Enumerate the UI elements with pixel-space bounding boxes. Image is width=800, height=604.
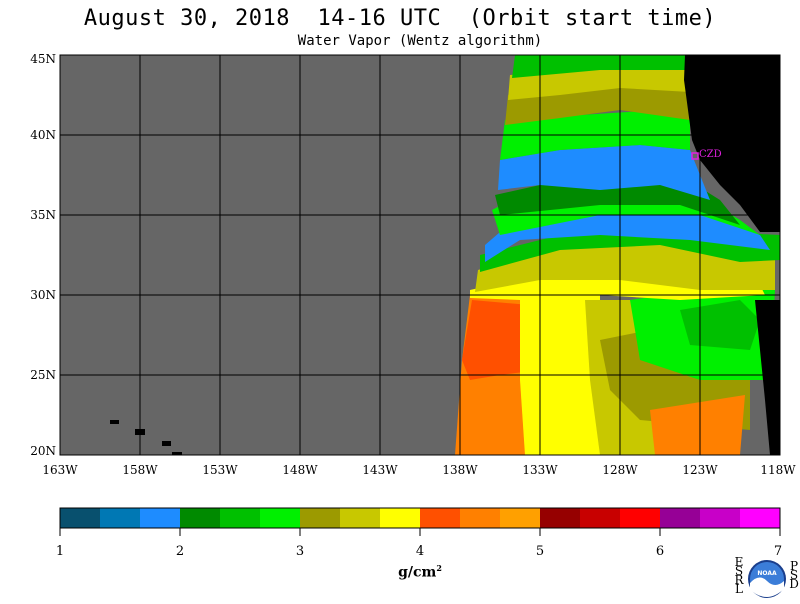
lat-label: 25N	[30, 368, 56, 382]
colorbar-segment	[340, 508, 381, 528]
swath-green-top	[512, 55, 690, 78]
colorbar-segment	[460, 508, 501, 528]
lat-label: 35N	[30, 208, 56, 222]
colorbar-segment	[220, 508, 261, 528]
colorbar-segment	[60, 508, 101, 528]
colorbar-segment	[140, 508, 181, 528]
lon-label: 128W	[602, 463, 638, 477]
svg-text:S: S	[735, 564, 743, 578]
colorbar-segment	[540, 508, 581, 528]
svg-text:S: S	[790, 568, 798, 582]
svg-text:R: R	[734, 573, 744, 587]
colorbar-segment	[260, 508, 301, 528]
colorbar-tick-label: 6	[656, 544, 664, 559]
colorbar-segment	[500, 508, 541, 528]
colorbar-tick-label: 1	[56, 544, 64, 559]
svg-text:P: P	[790, 559, 798, 573]
colorbar-segment	[420, 508, 461, 528]
lon-label: 143W	[362, 463, 398, 477]
lon-label: 153W	[202, 463, 238, 477]
lat-label: 45N	[30, 52, 56, 66]
svg-text:D: D	[789, 577, 799, 591]
colorbar-segment	[380, 508, 421, 528]
colorbar-segment	[100, 508, 141, 528]
swath-blue-upper	[498, 145, 710, 200]
map-grid	[59, 54, 781, 456]
lon-label: 118W	[760, 463, 796, 477]
colorbar-segment	[300, 508, 341, 528]
colorbar-segment	[580, 508, 621, 528]
lon-label: 158W	[122, 463, 158, 477]
land-north-america	[684, 55, 780, 232]
colorbar-tick-label: 7	[774, 544, 782, 559]
lat-label: 30N	[30, 288, 56, 302]
station-marker: CZD	[691, 149, 722, 160]
page-title: August 30, 2018 14-16 UTC (Orbit start t…	[83, 6, 717, 31]
colorbar-tick-label: 4	[416, 544, 424, 559]
latitude-labels: 45N 40N 35N 30N 25N 20N	[30, 52, 56, 458]
colorbar-segment	[620, 508, 661, 528]
svg-text:L: L	[735, 582, 743, 596]
lon-label: 133W	[522, 463, 558, 477]
colorbar-tick-labels: 1 2 3 4 5 6 7	[56, 544, 782, 559]
lon-label: 138W	[442, 463, 478, 477]
land-baja	[755, 300, 780, 455]
svg-text:NOAA: NOAA	[757, 570, 777, 577]
lon-label: 148W	[282, 463, 318, 477]
page-subtitle: Water Vapor (Wentz algorithm)	[297, 33, 543, 49]
longitude-labels: 163W 158W 153W 148W 143W 138W 133W 128W …	[42, 463, 796, 477]
colorbar-tick-label: 2	[176, 544, 184, 559]
colorbar	[60, 508, 781, 528]
station-label: CZD	[699, 149, 722, 160]
colorbar-tick-label: 5	[536, 544, 544, 559]
lat-label: 40N	[30, 128, 56, 142]
lat-label: 20N	[30, 444, 56, 458]
colorbar-segment	[700, 508, 741, 528]
colorbar-segment	[660, 508, 701, 528]
swath-orange-south-east	[650, 395, 745, 455]
lon-label: 163W	[42, 463, 78, 477]
lon-label: 123W	[682, 463, 718, 477]
colorbar-segment	[180, 508, 221, 528]
svg-text:E: E	[735, 555, 744, 569]
colorbar-tick-label: 3	[296, 544, 304, 559]
colorbar-ticks	[59, 528, 781, 536]
colorbar-segment	[740, 508, 781, 528]
colorbar-unit-label: g/cm2	[398, 563, 442, 581]
